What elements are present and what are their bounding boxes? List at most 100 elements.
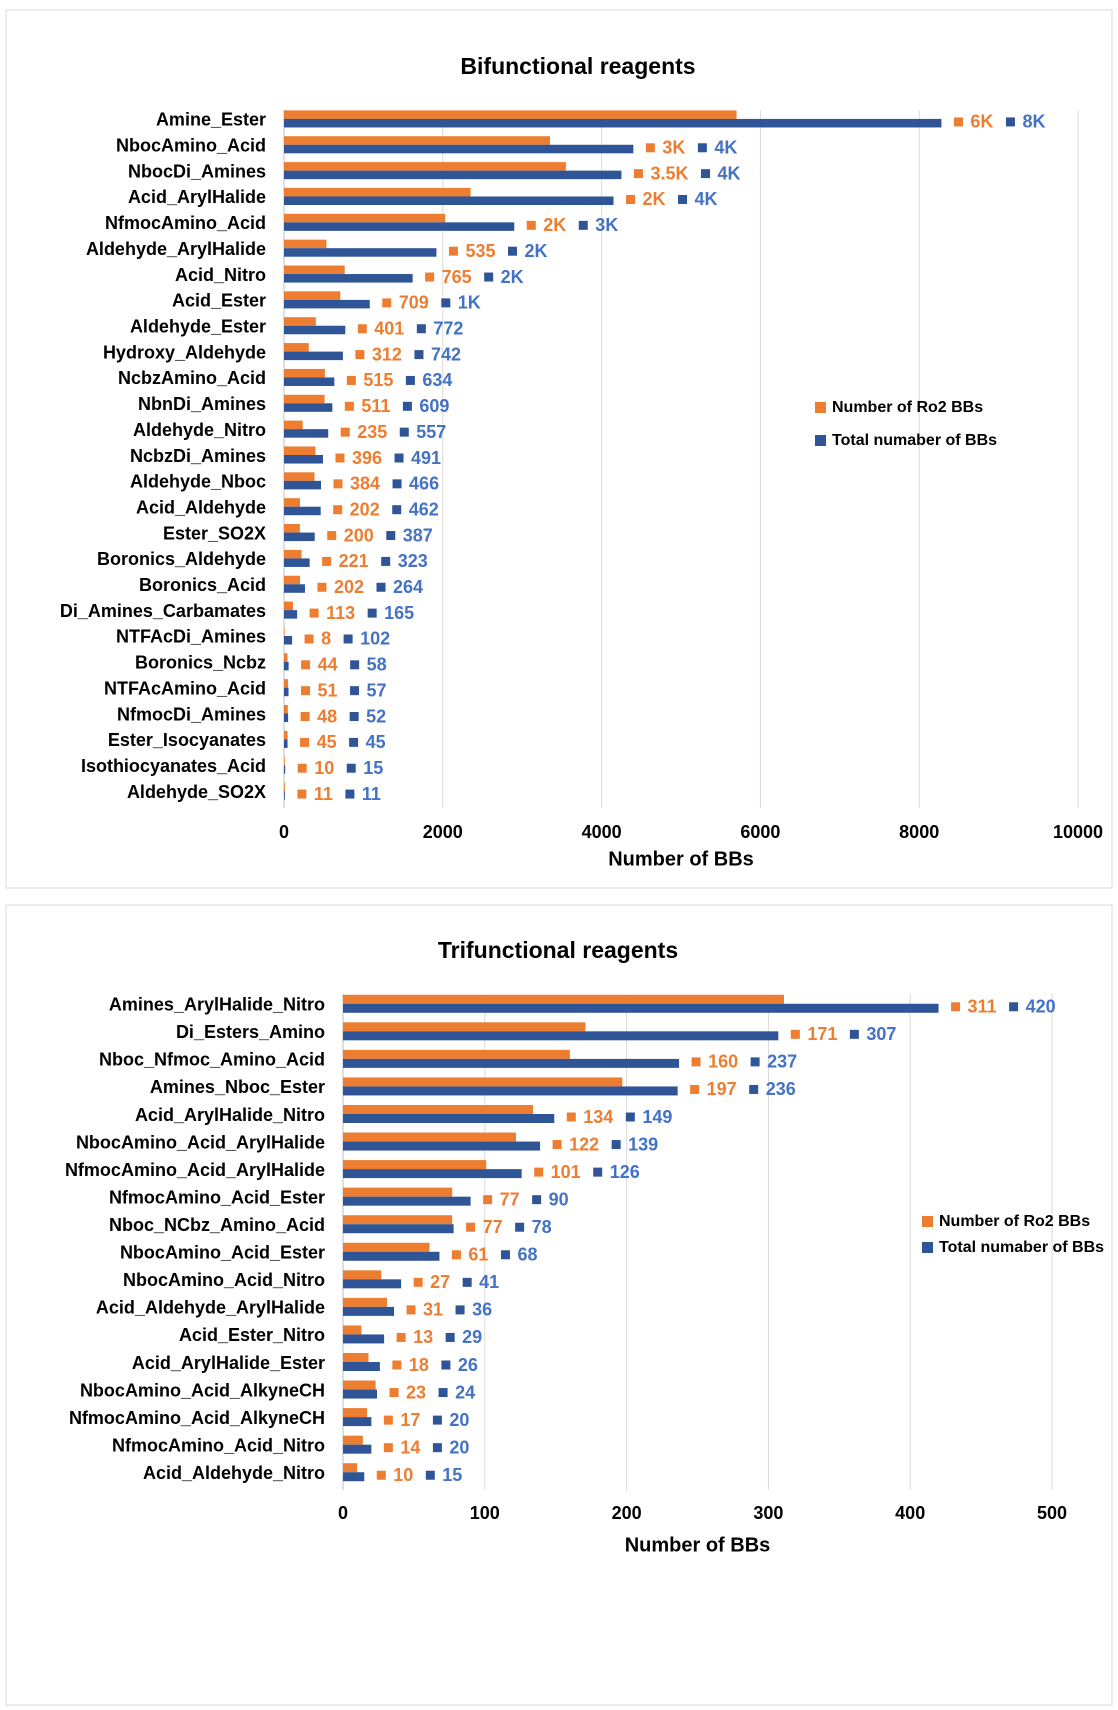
- data-label: 709: [399, 293, 429, 313]
- label-marker: [625, 193, 637, 205]
- label-marker: [391, 504, 403, 516]
- label-marker: [303, 633, 315, 645]
- x-tick-label: 100: [470, 1503, 500, 1523]
- data-label: 311: [968, 997, 997, 1017]
- data-label: 384: [350, 474, 380, 494]
- data-label: 3.5K: [650, 163, 688, 183]
- label-marker: [454, 1304, 466, 1316]
- data-label: 90: [549, 1189, 569, 1209]
- bar: [284, 730, 288, 740]
- data-label: 31: [423, 1300, 443, 1320]
- label-marker: [299, 711, 311, 723]
- label-marker: [382, 1414, 394, 1426]
- label-marker: [749, 1056, 761, 1068]
- label-marker: [334, 452, 346, 464]
- data-label: 4K: [695, 189, 718, 209]
- data-label: 10: [393, 1465, 413, 1485]
- data-label: 202: [350, 499, 380, 519]
- bar: [284, 635, 293, 645]
- data-label: 742: [431, 344, 461, 364]
- label-marker: [440, 297, 452, 309]
- x-tick-label: 200: [612, 1503, 642, 1523]
- data-label: 20: [449, 1410, 469, 1430]
- data-label: 77: [500, 1189, 520, 1209]
- label-marker: [349, 659, 361, 671]
- x-tick-label: 0: [338, 1503, 348, 1523]
- data-label: 200: [344, 525, 374, 545]
- label-marker: [308, 607, 320, 619]
- bar: [284, 136, 550, 145]
- y-tick-label: Acid_Aldehyde_Nitro: [143, 1463, 325, 1483]
- label-marker: [483, 271, 495, 283]
- x-tick-label: 2000: [423, 822, 463, 842]
- bar: [343, 1389, 378, 1399]
- data-label: 122: [569, 1134, 599, 1154]
- label-marker: [375, 581, 387, 593]
- data-label: 77: [483, 1217, 503, 1237]
- label-marker: [848, 1028, 860, 1040]
- label-marker: [332, 504, 344, 516]
- label-marker: [696, 142, 708, 154]
- bar: [284, 558, 310, 567]
- y-tick-label: NbocAmino_Acid_Ester: [120, 1243, 325, 1263]
- label-marker: [348, 736, 360, 748]
- data-label: 45: [317, 732, 337, 752]
- y-tick-label: NbocDi_Amines: [128, 161, 266, 181]
- y-tick-label: Boronics_Aldehyde: [97, 549, 266, 569]
- label-marker: [690, 1056, 702, 1068]
- y-tick-label: NTFAcDi_Amines: [116, 627, 266, 647]
- data-label: 202: [334, 577, 364, 597]
- y-tick-label: NbocAmino_Acid: [116, 136, 266, 156]
- bar: [284, 627, 285, 636]
- x-tick-label: 10000: [1053, 822, 1103, 842]
- bar: [284, 291, 341, 300]
- bar: [343, 1169, 522, 1179]
- bar: [343, 1215, 453, 1225]
- data-label: 126: [610, 1162, 640, 1182]
- label-marker: [533, 1166, 545, 1178]
- bar: [343, 1279, 402, 1289]
- legend-swatch: [815, 402, 826, 413]
- y-tick-label: Hydroxy_Aldehyde: [103, 342, 266, 362]
- label-marker: [551, 1139, 563, 1151]
- bar: [343, 1463, 358, 1473]
- label-marker: [398, 426, 410, 438]
- data-label: 171: [807, 1024, 837, 1044]
- data-label: 8K: [1022, 112, 1045, 132]
- bar: [284, 403, 333, 412]
- y-tick-label: Nboc_Nfmoc_Amino_Acid: [99, 1050, 325, 1070]
- bar: [343, 1049, 570, 1059]
- data-label: 491: [411, 448, 441, 468]
- label-marker: [565, 1111, 577, 1123]
- bar: [284, 455, 323, 464]
- label-marker: [592, 1166, 604, 1178]
- label-marker: [424, 271, 436, 283]
- legend-swatch: [922, 1242, 933, 1253]
- bar: [284, 791, 285, 800]
- data-label: 44: [318, 655, 338, 675]
- legend-label: Number of Ro2 BBs: [939, 1213, 1090, 1230]
- label-marker: [950, 1001, 962, 1013]
- y-tick-label: NbocAmino_Acid_Nitro: [123, 1270, 325, 1290]
- bar: [343, 1270, 382, 1280]
- data-label: 511: [361, 396, 390, 416]
- data-label: 557: [416, 422, 446, 442]
- label-marker: [382, 1442, 394, 1454]
- bar: [343, 1417, 372, 1427]
- x-tick-label: 400: [895, 1503, 925, 1523]
- label-marker: [316, 581, 328, 593]
- data-label: 14: [400, 1437, 420, 1457]
- data-label: 11: [314, 784, 333, 804]
- bar: [343, 1325, 362, 1335]
- label-marker: [677, 193, 689, 205]
- label-marker: [465, 1221, 477, 1233]
- data-label: 61: [468, 1245, 488, 1265]
- data-label: 1K: [458, 293, 481, 313]
- data-label: 264: [393, 577, 423, 597]
- label-marker: [789, 1028, 801, 1040]
- data-label: 4K: [714, 138, 737, 158]
- label-marker: [413, 349, 425, 361]
- label-marker: [348, 711, 360, 723]
- y-tick-label: NcbzDi_Amines: [130, 446, 266, 466]
